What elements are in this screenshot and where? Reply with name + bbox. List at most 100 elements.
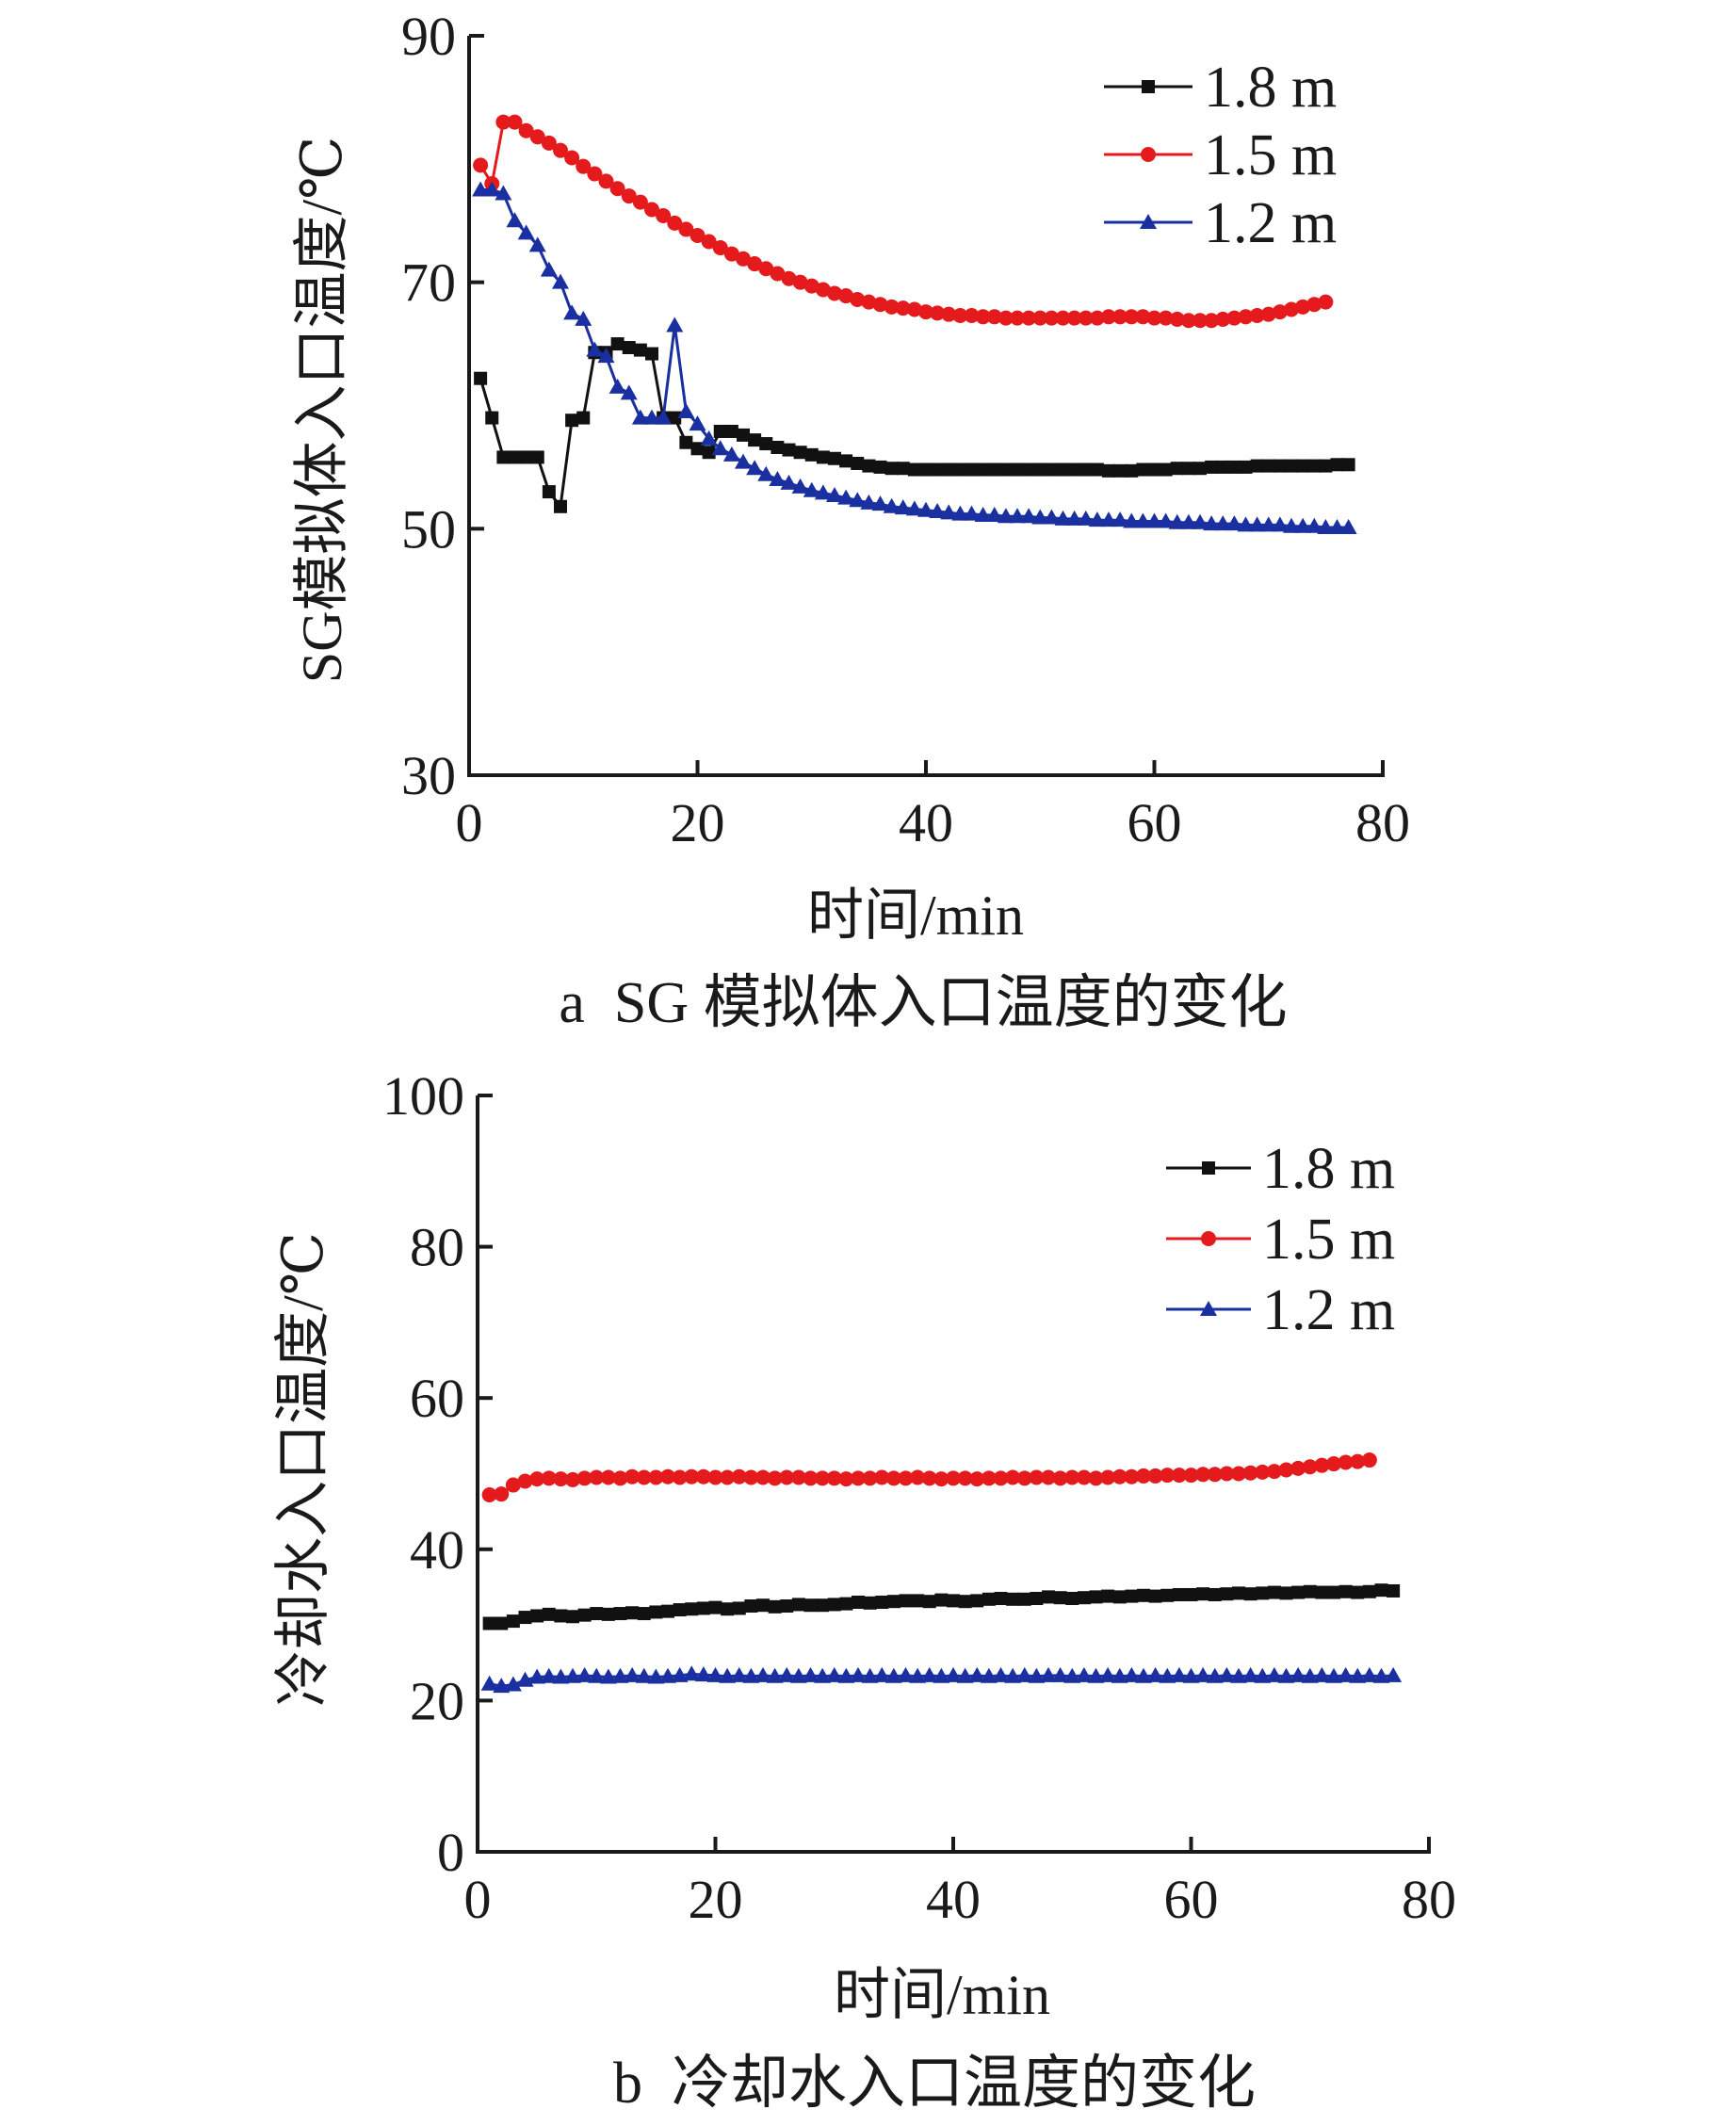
data-point — [1256, 1586, 1270, 1600]
data-point — [982, 1592, 996, 1606]
data-point — [1259, 516, 1277, 532]
data-point — [1295, 299, 1311, 315]
data-point — [1195, 1467, 1211, 1483]
data-point — [1170, 462, 1184, 476]
data-point — [1301, 1667, 1319, 1683]
data-point — [952, 307, 968, 323]
data-point — [766, 1667, 784, 1683]
data-point — [1182, 1667, 1200, 1683]
data-point — [1248, 516, 1266, 532]
data-point — [747, 256, 763, 272]
data-point — [474, 371, 488, 385]
data-point — [1157, 512, 1175, 528]
data-point — [1230, 1667, 1247, 1683]
data-point — [1043, 509, 1061, 525]
y-tick-label: 40 — [410, 1519, 464, 1581]
data-point — [1029, 1469, 1045, 1485]
data-point — [529, 1471, 545, 1487]
data-point — [1065, 1591, 1079, 1605]
data-point — [884, 462, 899, 476]
data-point — [1134, 512, 1152, 528]
data-point — [1296, 459, 1310, 473]
data-point — [922, 1595, 936, 1609]
data-point — [1277, 1667, 1295, 1683]
data-point — [1225, 515, 1243, 531]
data-point — [636, 1469, 652, 1485]
chart-a-y-axis-title: SG模拟体入口温度/℃ — [291, 137, 353, 684]
data-point — [1203, 515, 1221, 531]
data-point — [613, 1607, 627, 1621]
data-point — [1238, 309, 1254, 325]
legend-label: 1.8 m — [1262, 1137, 1395, 1201]
data-point — [1215, 311, 1231, 327]
data-point — [1079, 462, 1093, 477]
data-point — [756, 1598, 770, 1613]
data-point — [1055, 310, 1071, 326]
data-point — [600, 1469, 616, 1485]
data-point — [720, 1469, 736, 1485]
data-point — [599, 1668, 617, 1684]
chart-b-legend: 1.8 m 1.5 m1.2 m — [1166, 1137, 1395, 1342]
data-point — [485, 411, 499, 425]
data-point — [1387, 1583, 1401, 1598]
data-point — [671, 1666, 689, 1682]
data-point — [769, 471, 787, 486]
data-point — [473, 157, 489, 173]
data-point — [956, 1667, 974, 1683]
y-tick-label: 90 — [401, 6, 456, 67]
data-point — [1220, 1587, 1234, 1601]
series-15m — [481, 1452, 1377, 1502]
data-point — [530, 450, 544, 464]
data-point — [731, 1468, 747, 1484]
data-point — [1208, 1587, 1222, 1601]
data-point — [1032, 310, 1048, 326]
data-point — [1204, 313, 1220, 329]
data-point — [945, 1666, 962, 1682]
data-point — [771, 440, 785, 454]
y-tick-label: 100 — [382, 1065, 464, 1127]
data-point — [782, 443, 796, 457]
data-point — [946, 1470, 961, 1486]
data-point — [472, 181, 490, 197]
data-point — [1350, 1453, 1366, 1469]
data-point — [920, 1666, 938, 1682]
data-point — [894, 499, 912, 515]
chart-a: 0 20 40 60 80 30 50 70 90 时间/min SG模拟体入口温度/℃ 1.8… — [291, 6, 1410, 1035]
legend-marker — [1142, 80, 1155, 93]
data-point — [1102, 463, 1115, 478]
data-point — [1192, 513, 1209, 529]
data-point — [1009, 508, 1026, 524]
data-point — [480, 1675, 498, 1691]
data-point — [793, 446, 807, 460]
data-point — [884, 299, 900, 315]
data-point — [998, 462, 1013, 477]
data-point — [1052, 1470, 1068, 1486]
data-point — [1196, 1587, 1210, 1601]
data-point — [518, 1611, 532, 1625]
data-point — [1045, 462, 1059, 477]
data-point — [1088, 511, 1106, 527]
data-point — [1294, 517, 1312, 533]
data-point — [1183, 1468, 1199, 1484]
data-point — [507, 114, 523, 130]
data-point — [1170, 1666, 1188, 1682]
data-point — [860, 494, 878, 510]
data-point — [910, 1469, 926, 1485]
data-point — [790, 1469, 806, 1485]
data-point — [589, 1469, 605, 1485]
data-point — [1087, 1667, 1105, 1683]
data-point — [495, 1616, 509, 1630]
data-point — [1101, 1589, 1115, 1603]
x-tick-label: 60 — [1128, 792, 1182, 853]
data-point — [907, 462, 921, 477]
data-point — [1314, 1457, 1330, 1473]
data-point — [825, 1666, 843, 1682]
data-point — [647, 1668, 665, 1684]
data-point — [802, 1666, 819, 1682]
data-point — [884, 1667, 902, 1683]
data-point — [897, 1666, 915, 1682]
data-point — [768, 1599, 782, 1614]
data-point — [1031, 509, 1049, 525]
data-point — [851, 1470, 866, 1486]
chart-a-tick-labels: 0 20 40 60 80 30 50 70 90 — [401, 6, 1410, 853]
